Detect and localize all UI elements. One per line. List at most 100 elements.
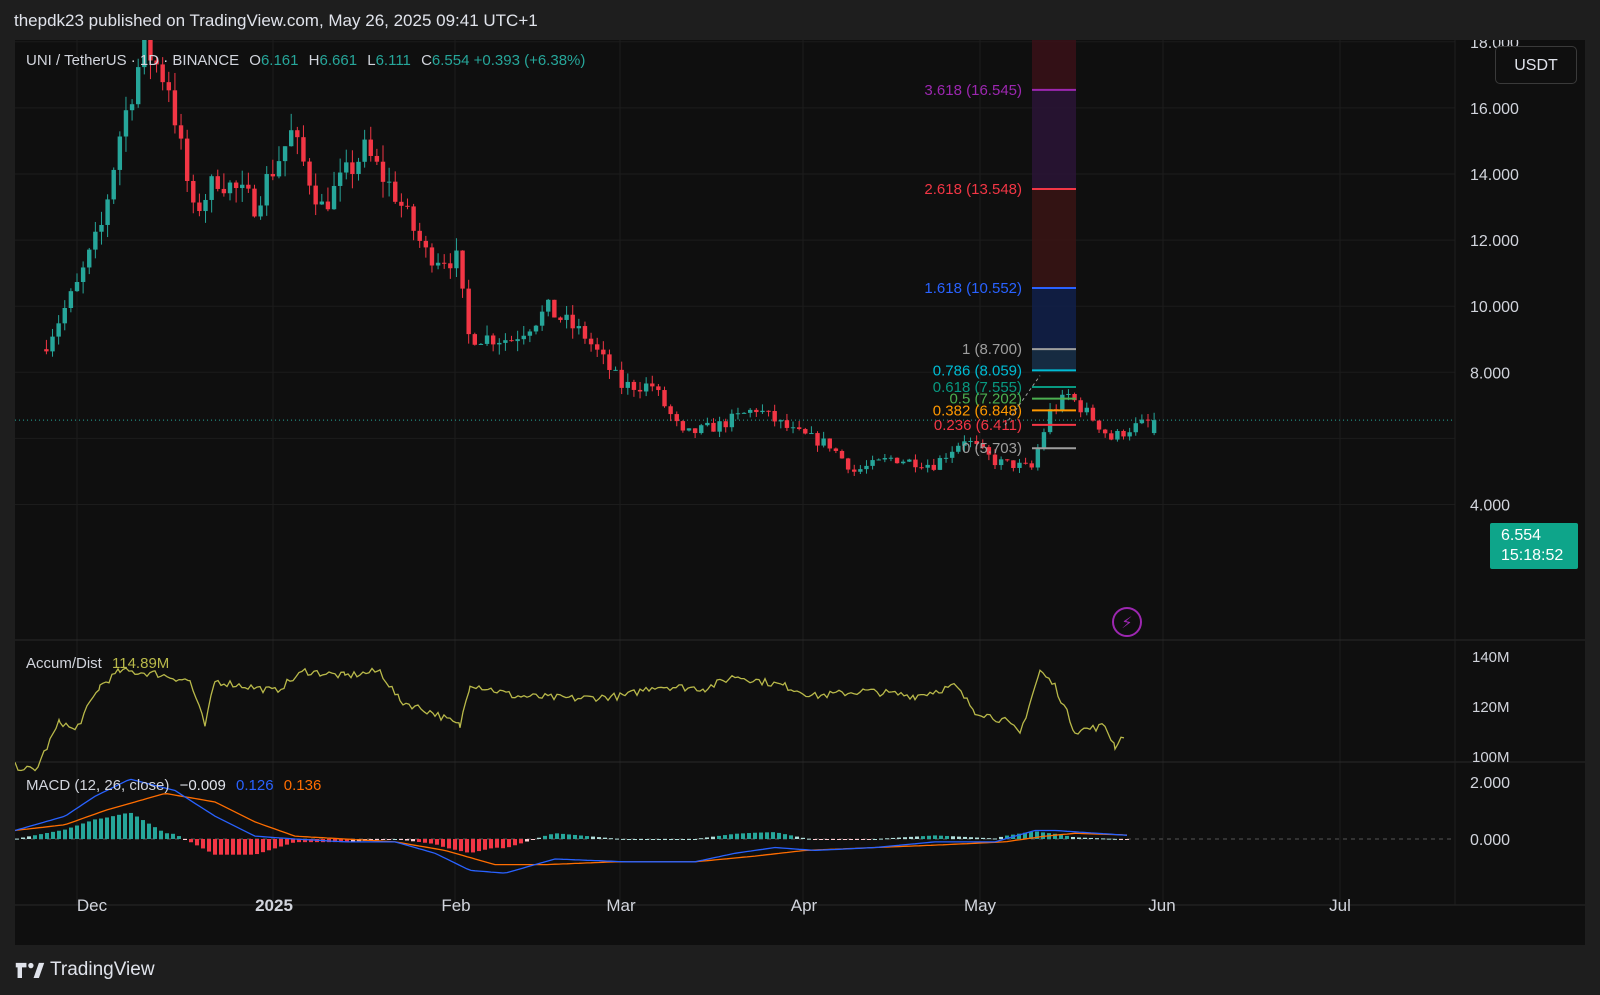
macd-histogram-bar bbox=[627, 839, 631, 840]
chart-canvas[interactable]: 18.00016.00014.00012.00010.0008.0004.000… bbox=[14, 16, 1585, 945]
macd-histogram-bar bbox=[939, 835, 943, 839]
candle-body bbox=[417, 230, 422, 241]
candle-body bbox=[1005, 459, 1010, 461]
macd-histogram-bar bbox=[909, 836, 913, 839]
candle-body bbox=[289, 130, 294, 147]
macd-histogram-bar bbox=[711, 836, 715, 839]
macd-histogram-bar bbox=[189, 839, 193, 843]
macd-histogram-bar bbox=[1053, 833, 1057, 839]
price-axis-label: 14.000 bbox=[1470, 167, 1519, 184]
macd-histogram-bar bbox=[1029, 831, 1033, 839]
candle-body bbox=[117, 136, 123, 170]
candle-body bbox=[637, 389, 643, 392]
candle-body bbox=[44, 349, 49, 352]
macd-histogram-bar bbox=[873, 839, 877, 840]
candle-body bbox=[576, 326, 582, 329]
candle-body bbox=[943, 457, 949, 459]
candle-body bbox=[160, 64, 165, 83]
candle-body bbox=[295, 130, 300, 138]
macd-histogram-bar bbox=[171, 833, 175, 839]
candle-body bbox=[784, 420, 790, 428]
fib-level-label: 1 (8.700) bbox=[962, 341, 1022, 358]
macd-histogram-bar bbox=[957, 836, 961, 839]
currency-button[interactable]: USDT bbox=[1495, 46, 1577, 84]
macd-histogram-bar bbox=[813, 839, 817, 840]
candle-body bbox=[270, 174, 276, 177]
candle-body bbox=[1090, 407, 1096, 421]
macd-histogram-bar bbox=[195, 839, 199, 846]
macd-histogram-bar bbox=[447, 839, 451, 849]
macd-histogram-bar bbox=[1119, 839, 1123, 840]
macd-histogram-bar bbox=[681, 839, 685, 840]
candle-body bbox=[215, 176, 220, 189]
candle-body bbox=[129, 104, 135, 111]
macd-histogram-bar bbox=[153, 827, 157, 839]
candle-body bbox=[858, 469, 863, 472]
macd-histogram-bar bbox=[633, 839, 637, 840]
macd-histogram-bar bbox=[105, 817, 109, 839]
candle-body bbox=[478, 343, 484, 345]
candle-body bbox=[643, 383, 649, 392]
candle-body bbox=[925, 464, 930, 468]
macd-histogram-bar bbox=[423, 839, 427, 843]
macd-histogram-bar bbox=[1095, 838, 1099, 840]
published-banner: thepdk23 published on TradingView.com, M… bbox=[14, 11, 538, 30]
footer-brand[interactable]: TradingView bbox=[50, 959, 155, 980]
candle-body bbox=[252, 188, 257, 217]
accum-dist-name: Accum/Dist bbox=[26, 655, 102, 672]
candle-body bbox=[790, 427, 796, 429]
macd-axis-label: 0.000 bbox=[1470, 832, 1510, 849]
candle-body bbox=[1115, 430, 1120, 440]
candle-body bbox=[613, 369, 618, 371]
macd-histogram-bar bbox=[879, 838, 883, 840]
candle-body bbox=[454, 250, 459, 269]
candle-body bbox=[191, 180, 196, 203]
macd-histogram-bar bbox=[567, 834, 571, 839]
open-label: O bbox=[249, 52, 261, 69]
macd-histogram-bar bbox=[915, 836, 919, 839]
candle-body bbox=[1041, 432, 1047, 449]
candle-body bbox=[1072, 393, 1077, 401]
fib-level-label: 1.618 (10.552) bbox=[924, 280, 1022, 297]
macd-histogram-bar bbox=[393, 839, 397, 840]
price-axis-label: 12.000 bbox=[1470, 233, 1519, 250]
candle-body bbox=[442, 262, 447, 264]
macd-histogram-bar bbox=[759, 832, 763, 839]
candle-body bbox=[1139, 419, 1145, 424]
candle-body bbox=[980, 444, 985, 448]
macd-histogram-bar bbox=[723, 835, 727, 839]
candle-body bbox=[827, 438, 832, 449]
candle-body bbox=[1047, 409, 1053, 433]
macd-histogram-bar bbox=[267, 839, 271, 851]
candle-body bbox=[154, 60, 159, 65]
candle-body bbox=[717, 421, 722, 432]
time-axis-label: Feb bbox=[441, 896, 470, 915]
macd-histogram-bar bbox=[147, 823, 151, 839]
candle-body bbox=[350, 162, 355, 175]
macd-histogram-bar bbox=[519, 839, 523, 844]
candle-body bbox=[203, 199, 208, 212]
chart-area[interactable]: 18.000 16.000 14.000 12.000 10.000 8.000 4.000… bbox=[14, 16, 1585, 945]
candle-body bbox=[1029, 463, 1034, 468]
macd-legend[interactable]: MACD (12, 26, close) −0.009 0.126 0.136 bbox=[26, 777, 321, 794]
macd-histogram-bar bbox=[1089, 837, 1093, 839]
macd-histogram-bar bbox=[927, 835, 931, 839]
candle-body bbox=[1102, 429, 1108, 434]
symbol-title[interactable]: UNI / TetherUS · 1D · BINANCE bbox=[26, 52, 240, 69]
candle-body bbox=[760, 410, 765, 413]
macd-histogram-bar bbox=[981, 837, 985, 839]
candle-body bbox=[662, 390, 667, 407]
macd-signal-line bbox=[14, 793, 1128, 866]
macd-histogram-bar bbox=[117, 814, 121, 839]
macd-histogram-bar bbox=[1035, 831, 1039, 839]
candle-body bbox=[1133, 423, 1138, 433]
macd-histogram-bar bbox=[225, 839, 229, 855]
candle-body bbox=[1017, 462, 1022, 468]
candle-body bbox=[136, 67, 141, 105]
accum-dist-legend[interactable]: Accum/Dist 114.89M bbox=[26, 655, 169, 672]
macd-name: MACD (12, 26, close) bbox=[26, 777, 170, 794]
last-price-tag: 6.554 15:18:52 bbox=[1490, 523, 1578, 569]
candle-body bbox=[595, 344, 600, 350]
macd-histogram-bar bbox=[63, 829, 67, 839]
macd-histogram-bar bbox=[669, 839, 673, 840]
